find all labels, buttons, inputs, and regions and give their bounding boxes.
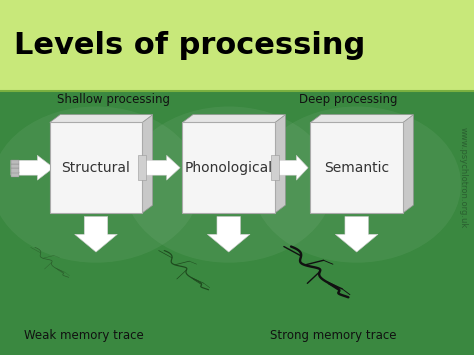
Text: Semantic: Semantic: [324, 161, 389, 175]
Polygon shape: [310, 115, 413, 122]
Polygon shape: [336, 217, 378, 252]
FancyBboxPatch shape: [182, 122, 275, 213]
Polygon shape: [50, 115, 153, 122]
Polygon shape: [142, 115, 153, 213]
Polygon shape: [208, 217, 250, 252]
Polygon shape: [182, 115, 285, 122]
Polygon shape: [403, 115, 413, 213]
Text: Deep processing: Deep processing: [299, 93, 397, 106]
Circle shape: [124, 106, 333, 263]
Text: www.psychlotron.org.uk: www.psychlotron.org.uk: [459, 127, 468, 228]
FancyBboxPatch shape: [271, 155, 279, 180]
FancyBboxPatch shape: [11, 164, 19, 168]
FancyBboxPatch shape: [11, 168, 19, 173]
Text: Shallow processing: Shallow processing: [57, 93, 170, 106]
Text: Strong memory trace: Strong memory trace: [270, 329, 397, 342]
FancyBboxPatch shape: [50, 122, 142, 213]
Text: Levels of processing: Levels of processing: [14, 31, 365, 60]
Circle shape: [252, 106, 461, 263]
Text: Phonological: Phonological: [185, 161, 273, 175]
FancyBboxPatch shape: [11, 172, 19, 177]
Polygon shape: [11, 155, 54, 180]
Polygon shape: [277, 155, 308, 180]
Polygon shape: [145, 155, 180, 180]
Text: Structural: Structural: [62, 161, 130, 175]
FancyBboxPatch shape: [11, 159, 19, 164]
Polygon shape: [275, 115, 285, 213]
FancyBboxPatch shape: [310, 122, 403, 213]
FancyBboxPatch shape: [0, 0, 474, 91]
Polygon shape: [75, 217, 117, 252]
Circle shape: [0, 106, 200, 263]
Text: Weak memory trace: Weak memory trace: [24, 329, 144, 342]
FancyBboxPatch shape: [138, 155, 146, 180]
